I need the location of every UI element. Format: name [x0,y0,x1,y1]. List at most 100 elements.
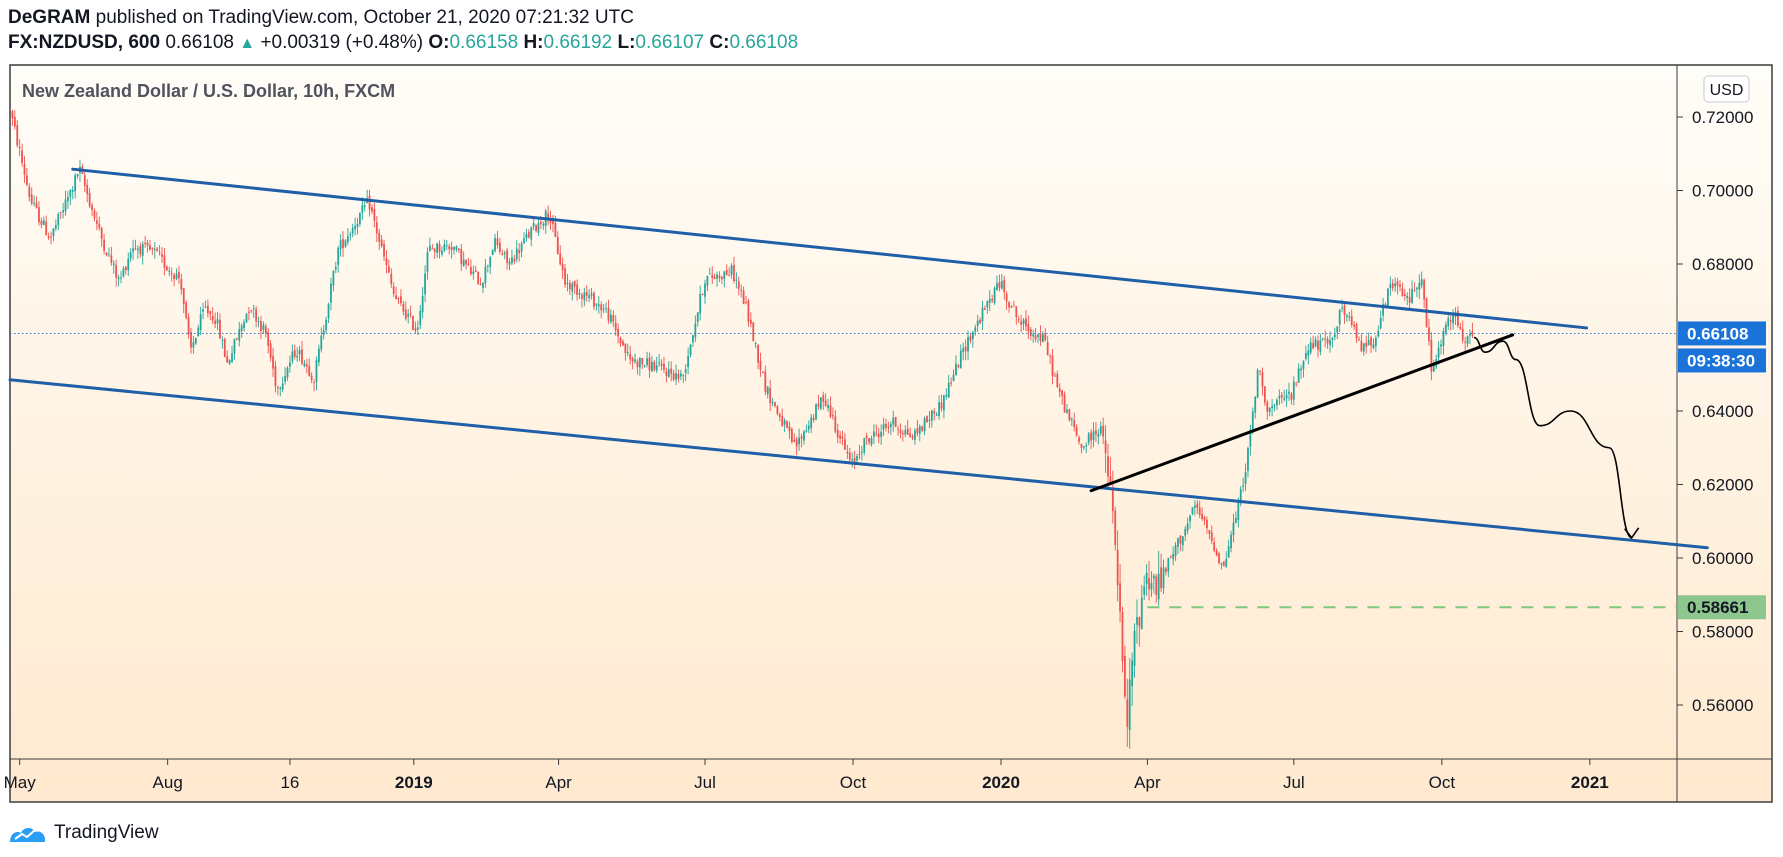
candle [696,312,699,327]
current-price-tag: 0.66108 [1678,321,1766,346]
candle [1471,322,1474,339]
candle [769,379,772,411]
candle [467,257,470,266]
candle [687,347,690,375]
candle [1201,507,1204,521]
candle [641,358,644,370]
candle [1054,372,1056,377]
candle [42,216,45,226]
candle [624,343,627,361]
candle [831,407,834,420]
candle [790,427,793,444]
candle [460,243,463,272]
candle [665,367,668,383]
candle [474,265,477,273]
candle [955,355,957,376]
candle [1140,585,1143,630]
candle [634,353,636,364]
candle [185,300,188,320]
time-axis[interactable]: May Aug 16 2019 Apr Jul Oct 2020 Apr Jul Oct 2021 [4,759,1609,792]
candle [658,354,661,367]
candle [1329,331,1331,353]
candle [935,412,938,416]
price-tick-label: 0.64000 [1692,402,1753,421]
candle [1123,645,1126,699]
candle [395,286,398,300]
price-tick-label: 0.72000 [1692,108,1753,127]
candle [165,265,168,272]
candle [827,398,829,412]
candle [501,249,504,256]
candle [1003,275,1006,300]
candle [581,292,583,308]
currency-button[interactable]: USD [1703,75,1750,103]
candle [1109,457,1112,486]
candle [1319,333,1322,356]
author-name[interactable]: DeGRAM [8,7,91,28]
candle [812,414,815,423]
candle [747,298,750,327]
candle [1358,336,1360,341]
price-tick-label: 0.62000 [1692,476,1753,495]
candle [1191,507,1194,516]
plot-area[interactable] [9,103,1474,749]
candle [1374,335,1377,353]
candle [1423,278,1426,309]
candle [1017,315,1020,323]
candle [585,285,588,302]
candle [807,420,810,434]
candle [1092,422,1095,447]
candle [450,241,453,259]
candle [206,299,209,318]
candle [158,244,161,256]
price-tick-label: 0.56000 [1692,696,1753,715]
candle [552,214,554,233]
candle [1367,332,1370,346]
candle [1360,333,1363,353]
candle [286,366,289,381]
candle [127,252,130,276]
candle [197,324,200,337]
candle [1387,287,1389,307]
candle [981,300,984,331]
candle [938,395,940,420]
candle [708,267,711,275]
candle [313,379,315,392]
candle [740,284,743,298]
candle [1440,339,1442,355]
candle [532,217,535,231]
candle [605,302,607,313]
candle [465,259,467,270]
candle [424,265,426,302]
candle [1396,277,1399,295]
candle [269,339,272,362]
candle [279,386,282,397]
price-axis[interactable]: 0.72000 0.70000 0.68000 0.64000 0.62000 0.600… [1677,108,1766,715]
candle [971,330,974,348]
candle [1278,389,1281,406]
candle [498,237,501,255]
candle [1162,559,1165,595]
candle [1230,530,1232,553]
candle [479,277,482,286]
candle [892,410,895,432]
candle [670,361,673,382]
candle [1025,310,1027,332]
candle [1111,470,1114,524]
candle [272,347,274,378]
candle [1391,279,1394,292]
candle [407,309,410,324]
candle [1249,424,1252,456]
candle [1309,337,1312,355]
time-tick-label: Apr [545,773,572,792]
candle [1263,386,1266,406]
candle [23,155,26,183]
candle [1401,282,1404,297]
tradingview-footer[interactable]: TradingView [8,820,159,846]
candle [421,287,424,319]
candle [841,430,844,446]
candle [344,239,347,248]
candle [1348,311,1351,322]
candle [1172,546,1175,566]
